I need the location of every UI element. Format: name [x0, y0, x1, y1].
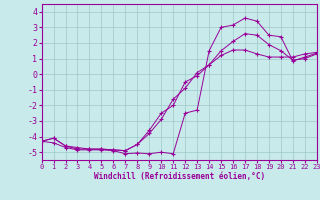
X-axis label: Windchill (Refroidissement éolien,°C): Windchill (Refroidissement éolien,°C): [94, 172, 265, 181]
